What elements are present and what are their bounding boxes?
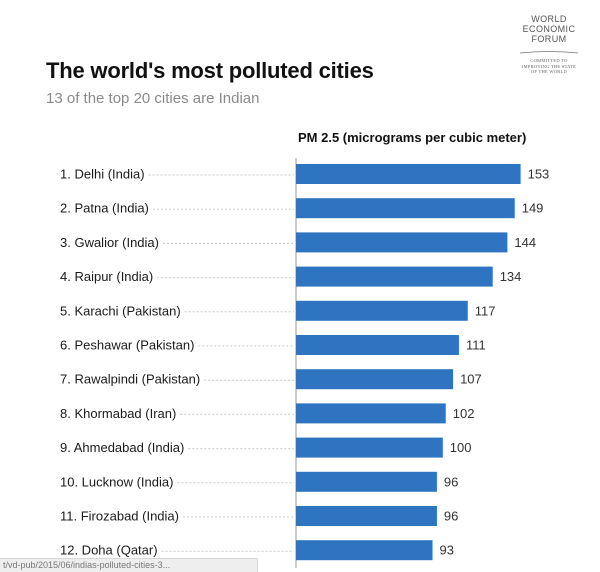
bar [296, 300, 468, 321]
bar [296, 403, 446, 424]
category-label: 6. Peshawar (Pakistan) [60, 338, 194, 353]
value-label: 134 [500, 269, 522, 284]
category-label: 2. Patna (India) [60, 201, 149, 216]
category-label: 8. Khormabad (Iran) [60, 406, 176, 421]
logo-arc-icon [519, 51, 579, 54]
logo-tagline-line: COMMITTED TO [530, 58, 568, 63]
value-label: 93 [440, 543, 454, 558]
category-label: 11. Firozabad (India) [60, 509, 179, 524]
bar [296, 232, 508, 253]
bar [296, 369, 454, 390]
logo-wordmark: WORLD ECONOMIC FORUM [514, 14, 584, 44]
bar [296, 540, 433, 561]
bar [296, 471, 437, 492]
value-label: 111 [466, 338, 486, 353]
logo-tagline-line: OF THE WORLD [530, 69, 568, 74]
value-label: 102 [453, 406, 475, 421]
chart-title: The world's most polluted cities [46, 58, 374, 83]
wef-logo: WORLD ECONOMIC FORUM COMMITTED TO IMPROV… [514, 14, 584, 75]
bar [296, 266, 493, 287]
category-label: 9. Ahmedabad (India) [60, 440, 184, 455]
value-label: 149 [522, 201, 544, 216]
bar [296, 506, 437, 526]
category-label: 5. Karachi (Pakistan) [60, 303, 181, 318]
logo-line: ECONOMIC [522, 24, 576, 34]
category-label: 12. Doha (Qatar) [60, 543, 158, 558]
value-label: 153 [528, 167, 550, 182]
chart-subtitle: 13 of the top 20 cities are Indian [46, 90, 260, 107]
value-label: 96 [444, 474, 458, 489]
bar [296, 198, 515, 219]
value-label: 96 [444, 509, 458, 524]
logo-tagline: COMMITTED TO IMPROVING THE STATE OF THE … [514, 58, 584, 75]
logo-line: FORUM [531, 34, 567, 44]
category-label: 10. Lucknow (India) [60, 474, 173, 489]
category-label: 7. Rawalpindi (Pakistan) [60, 372, 200, 387]
value-label: 107 [460, 372, 482, 387]
bar [296, 437, 443, 458]
category-label: 4. Raipur (India) [60, 269, 153, 284]
category-label: 1. Delhi (India) [60, 167, 145, 182]
status-url: t/vd-pub/2015/06/indias-polluted-cities-… [0, 558, 258, 572]
value-label: 117 [475, 303, 496, 318]
bar [296, 164, 521, 184]
value-label: 144 [514, 235, 536, 250]
value-label: 100 [450, 440, 472, 455]
category-label: 3. Gwalior (India) [60, 235, 159, 250]
logo-tagline-line: IMPROVING THE STATE [521, 63, 577, 69]
logo-line: WORLD [531, 14, 567, 24]
metric-label: PM 2.5 (micrograms per cubic meter) [298, 130, 527, 145]
bar [296, 335, 459, 355]
